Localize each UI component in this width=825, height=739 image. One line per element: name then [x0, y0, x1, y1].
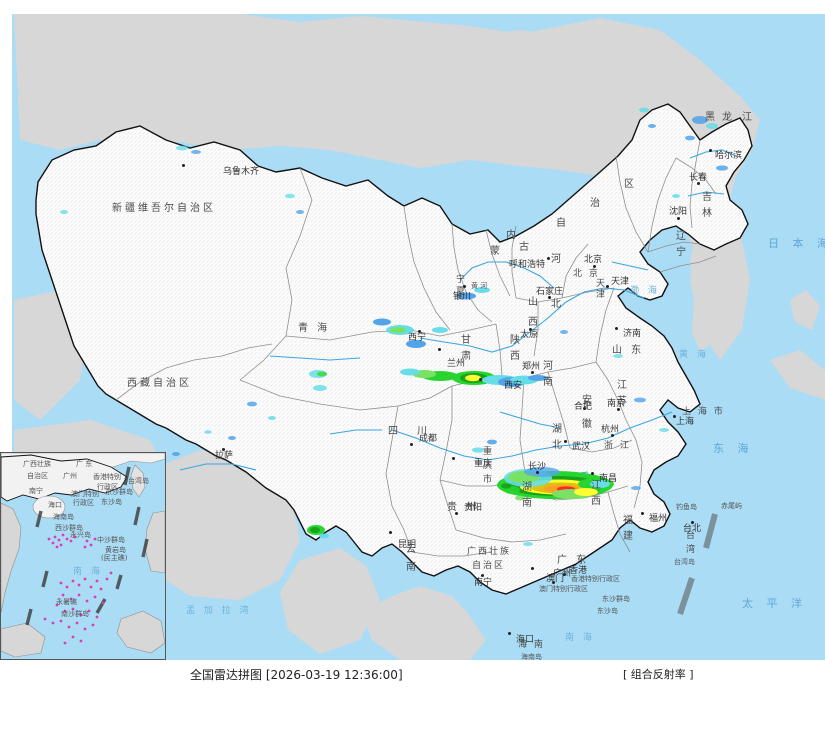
city-marker-dot — [508, 632, 511, 635]
echo-southwest — [472, 439, 525, 501]
city-marker-dot — [673, 415, 676, 418]
inset-label: 广西壮族 — [23, 460, 51, 468]
city-marker-dot — [531, 371, 534, 374]
city-marker-dot — [182, 164, 185, 167]
rivers — [179, 149, 737, 491]
title-row: 全国雷达拼图 [2026-03-19 12:36:00] [ 组合反射率 ] — [0, 666, 825, 682]
city-marker-dot — [479, 378, 482, 381]
city-marker-dot — [438, 348, 441, 351]
inset-label: 澳门特别 — [71, 490, 99, 498]
inset-label: 南沙群岛 — [61, 610, 89, 618]
echo-coastal — [523, 330, 669, 546]
city-marker-dot — [611, 434, 614, 437]
map-canvas[interactable]: 新疆维吾尔自治区 西藏自治区青 海甘肃四川云南贵 州广西壮族 自治区广 东海 南湖南… — [0, 0, 825, 660]
inset-labels: 广西壮族自治区 广 东南宁 广州 香港特别行政区 澳门特别 行政区 台湾岛东沙群岛东沙岛 海口… — [1, 453, 165, 659]
island-dots — [43, 533, 113, 645]
inset-label: 南 海 — [73, 567, 103, 577]
inset-label: 永暑礁 — [56, 598, 77, 606]
product-type-label: [ 组合反射率 ] — [623, 668, 694, 681]
inset-label: 台湾岛 — [128, 477, 149, 485]
city-marker-dot — [452, 457, 455, 460]
city-marker-dot — [536, 471, 539, 474]
echo-tibet — [172, 370, 327, 456]
inset-label: 中沙群岛 — [97, 536, 125, 544]
foreign-landmass — [14, 14, 825, 660]
radar-echo-layer — [60, 107, 728, 546]
inset-label: 海口 — [48, 501, 62, 509]
city-marker-dot — [593, 265, 596, 268]
inset-label: 东沙岛 — [101, 498, 122, 506]
city-marker-dot — [547, 257, 550, 260]
china-landmass — [35, 103, 753, 595]
city-marker-dot — [641, 512, 644, 515]
inset-label: 海南岛 — [53, 513, 74, 521]
echo-yunnan — [307, 525, 329, 539]
city-marker-dot — [455, 512, 458, 515]
city-marker-dot — [531, 567, 534, 570]
inset-label: 广 东 — [76, 460, 93, 468]
city-marker-dot — [552, 581, 555, 584]
city-marker-dot — [709, 149, 712, 152]
province-borders — [115, 139, 717, 557]
city-marker-dot — [677, 217, 680, 220]
city-marker-dot — [606, 285, 609, 288]
inset-label: 黄岩岛 — [105, 546, 126, 554]
inset-vector — [1, 453, 165, 659]
inset-label: 香港特别 — [93, 473, 121, 481]
inset-label: 东沙群岛 — [105, 488, 133, 496]
inset-label: 行政区 — [73, 499, 94, 507]
city-marker-dot — [563, 573, 566, 576]
echo-gansu — [373, 287, 490, 348]
echo-xinjiang — [60, 145, 304, 214]
inset-label: 自治区 — [27, 472, 48, 480]
inset-label: (民主礁) — [101, 554, 128, 562]
city-marker-dot — [529, 328, 532, 331]
city-marker-dot — [591, 472, 594, 475]
city-marker-dot — [583, 407, 586, 410]
map-vector-layer — [0, 0, 825, 660]
page-title: 全国雷达拼图 [2026-03-19 12:36:00] — [190, 668, 403, 682]
city-marker-dot — [564, 440, 567, 443]
inset-label: 广州 — [63, 472, 77, 480]
city-marker-dot — [615, 327, 618, 330]
inset-label: 行政区 — [97, 483, 118, 491]
legend-footer: 全国雷达拼图 [2026-03-19 12:36:00] [ 组合反射率 ] d… — [0, 660, 825, 739]
city-marker-dot — [617, 408, 620, 411]
city-marker-dot — [691, 521, 694, 524]
echo-northeast — [639, 107, 728, 198]
city-marker-dot — [481, 574, 484, 577]
inset-label: 永兴岛 — [70, 531, 91, 539]
inset-label: 西沙群岛 — [55, 524, 83, 532]
south-china-sea-inset[interactable]: 广西壮族自治区 广 东南宁 广州 香港特别行政区 澳门特别 行政区 台湾岛东沙群岛东沙岛 海口… — [0, 452, 166, 660]
city-marker-dot — [418, 330, 421, 333]
city-marker-dot — [389, 531, 392, 534]
city-marker-dot — [410, 443, 413, 446]
echo-hunan-jiangxi — [497, 467, 614, 499]
inset-label: 南宁 — [29, 487, 43, 495]
city-marker-dot — [222, 448, 225, 451]
city-marker-dot — [463, 285, 466, 288]
city-marker-dot — [548, 296, 551, 299]
nine-dash-segments — [677, 513, 718, 615]
city-marker-dot — [697, 182, 700, 185]
